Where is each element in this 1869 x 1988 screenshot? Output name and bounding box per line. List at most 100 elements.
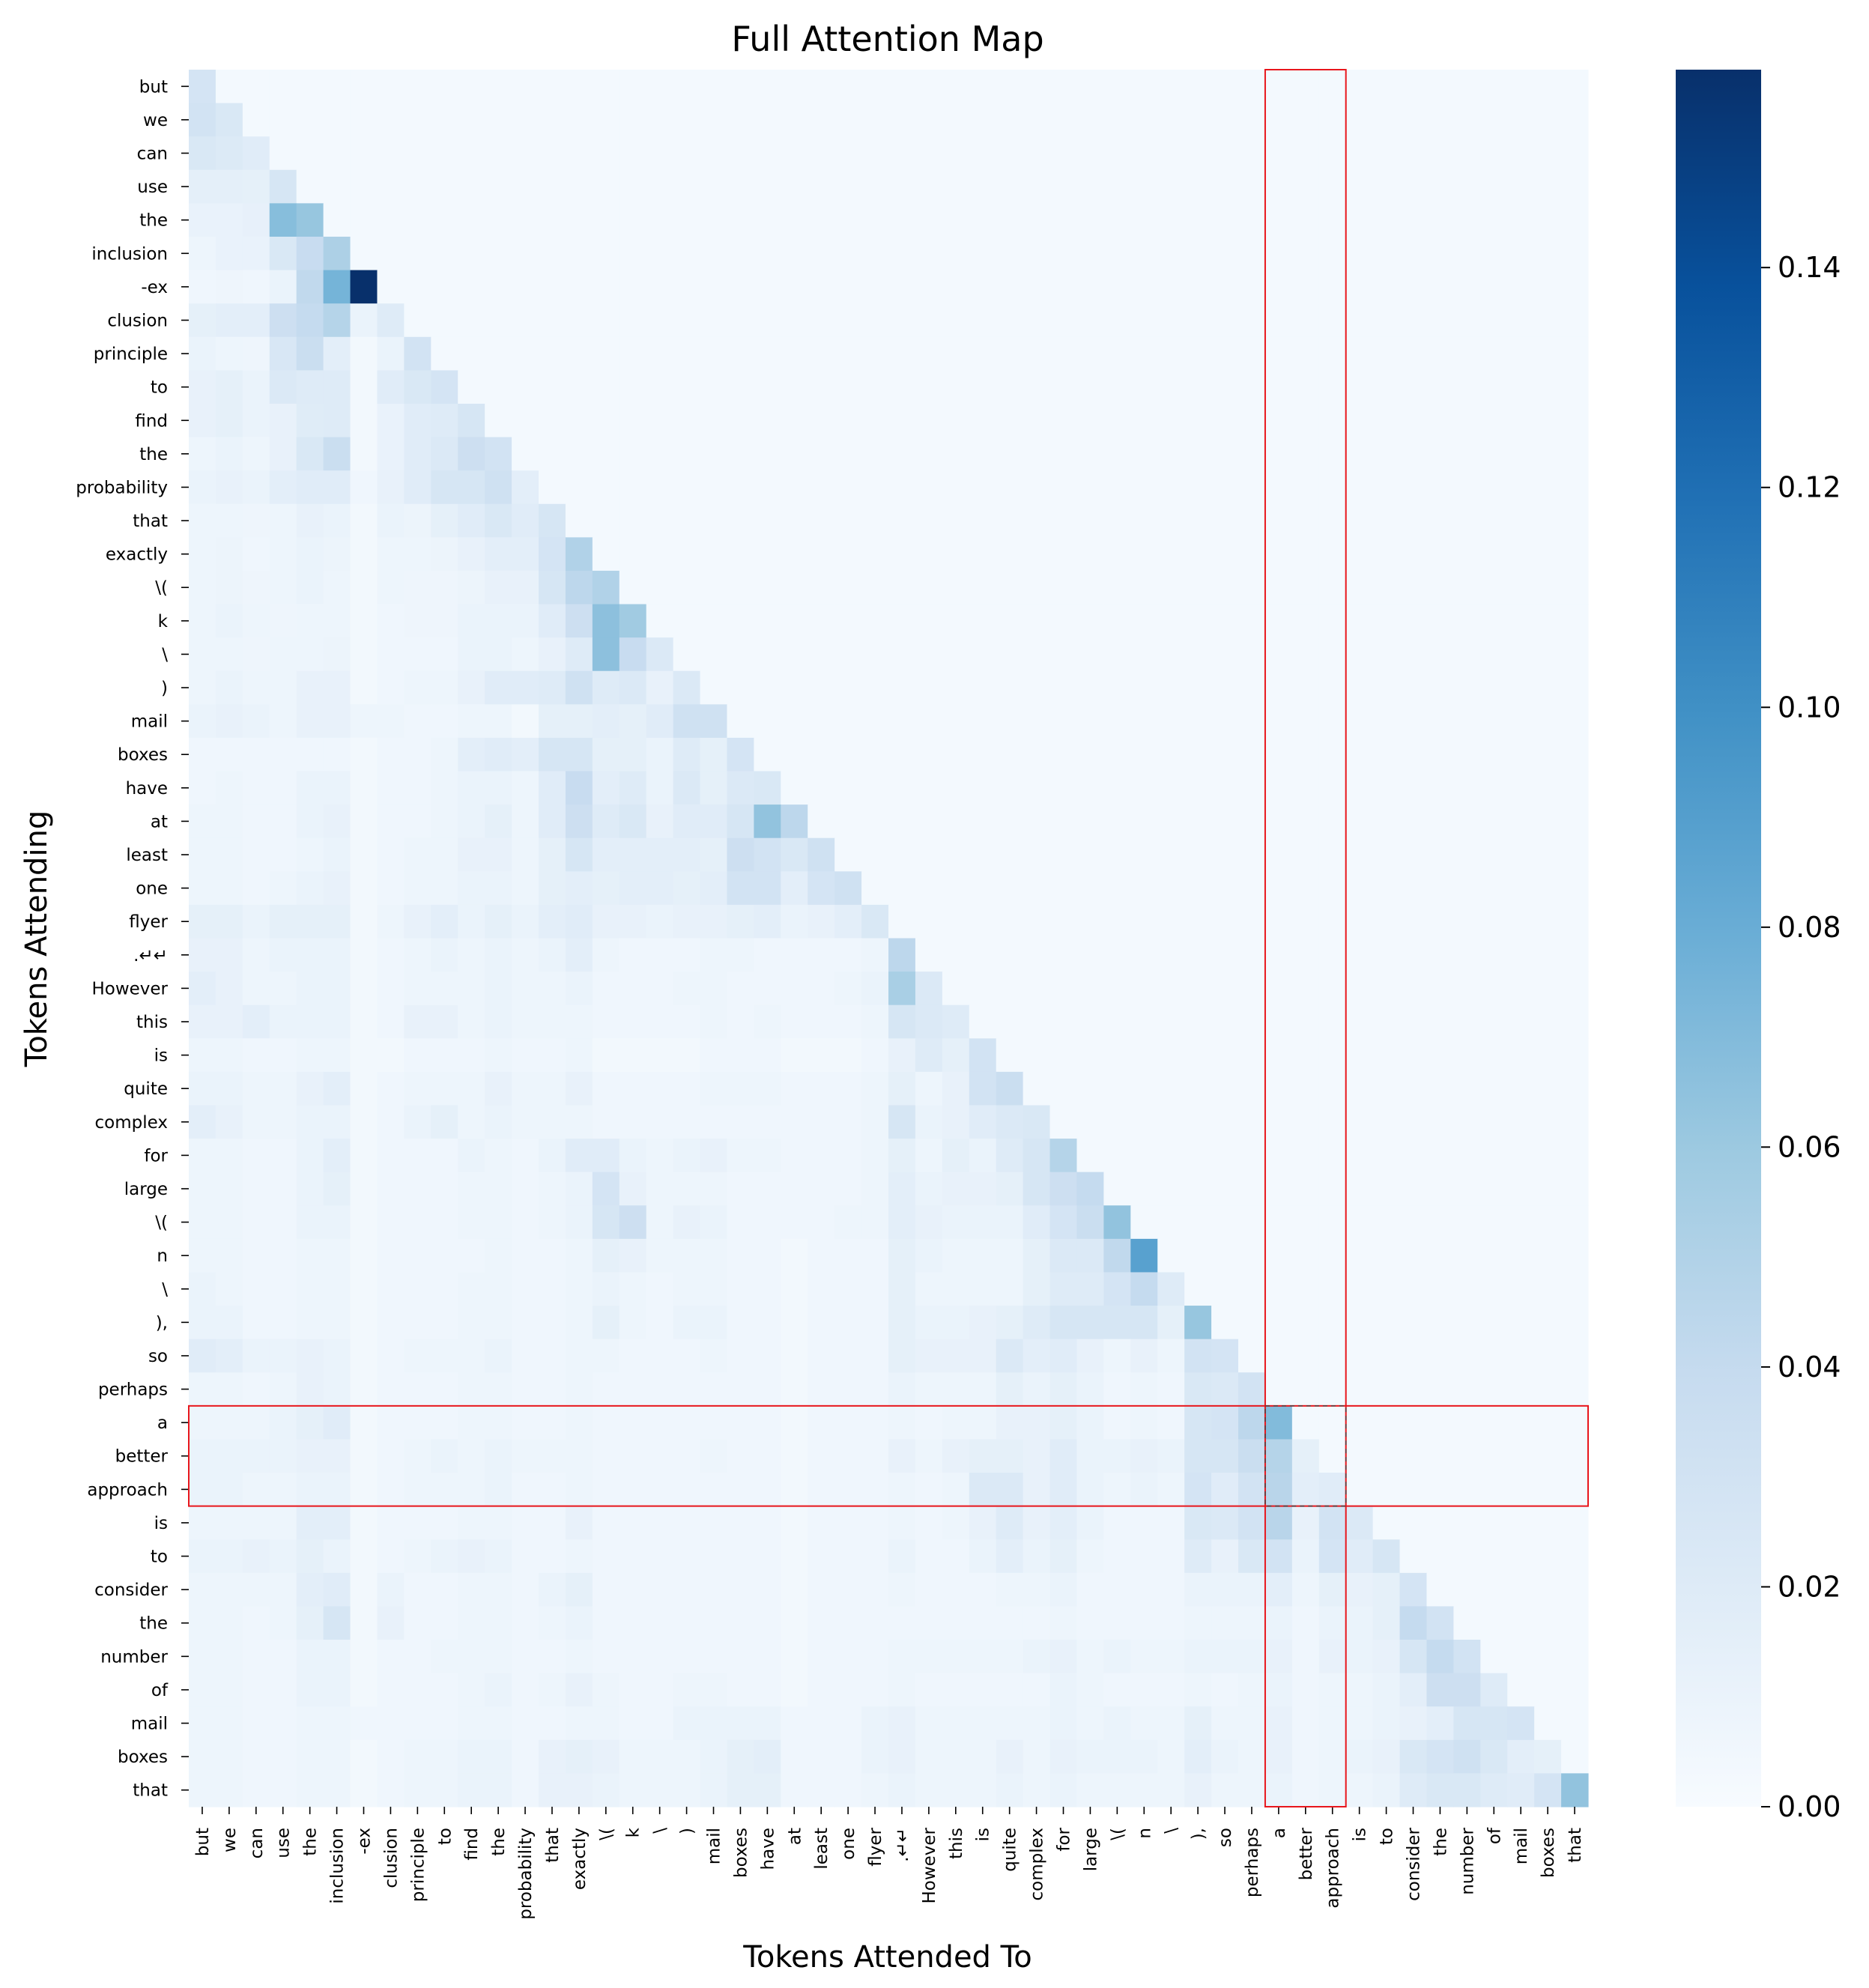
heatmap-cell [458,336,485,371]
heatmap-cell [1238,270,1266,304]
heatmap-cell [512,1339,539,1373]
heatmap-cell [539,1405,566,1440]
heatmap-cell [1291,1473,1320,1507]
heatmap-cell [1507,537,1535,572]
heatmap-cell [673,1506,701,1540]
heatmap-cell [269,1205,297,1240]
heatmap-cell [1399,1640,1428,1674]
heatmap-cell [1076,570,1104,605]
heatmap-cell [458,1673,485,1707]
x-tick-label: principle [408,1828,428,1902]
heatmap-cell [942,670,970,705]
heatmap-cell [189,1640,216,1674]
heatmap-cell [431,136,458,171]
heatmap-cell [1534,1038,1562,1073]
heatmap-cell [969,1739,997,1775]
x-tick-label: boxes [1539,1828,1558,1878]
heatmap-cell [269,303,297,338]
heatmap-cell [565,1038,593,1073]
heatmap-cell [485,270,512,304]
heatmap-cell [1426,1071,1454,1106]
heatmap-cell [915,804,943,839]
heatmap-cell [1238,1306,1266,1340]
heatmap-cell [512,570,539,605]
heatmap-cell [915,503,943,538]
heatmap-cell [1291,1673,1320,1707]
heatmap-cell [350,570,378,605]
heatmap-cell [592,336,620,371]
heatmap-cell [1561,1673,1589,1707]
heatmap-cell [1480,103,1508,137]
heatmap-cell [1049,1004,1078,1039]
heatmap-cell [619,637,647,672]
heatmap-cell [296,1606,324,1640]
heatmap-cell [619,737,647,772]
heatmap-cell [1345,938,1374,972]
heatmap-cell [1103,771,1131,805]
heatmap-cell [808,1339,835,1373]
heatmap-cell [431,1272,458,1306]
heatmap-cell [1426,570,1454,605]
heatmap-cell [1507,1439,1535,1473]
heatmap-cell [512,1272,539,1306]
heatmap-cell [1345,637,1374,672]
heatmap-cell [888,972,916,1006]
heatmap-cell [1372,537,1401,572]
heatmap-cell [1561,1004,1589,1039]
heatmap-cell [1103,1673,1131,1707]
heatmap-cell [1480,1773,1508,1807]
heatmap-cell [404,1405,431,1440]
heatmap-cell [1291,1739,1320,1775]
heatmap-cell [646,1105,674,1139]
heatmap-cell [1130,1205,1158,1240]
heatmap-cell [619,1739,647,1775]
heatmap-cell [1399,303,1428,338]
heatmap-cell [996,270,1024,304]
heatmap-cell [458,70,485,104]
heatmap-cell [323,1473,351,1507]
heatmap-cell [1023,1172,1051,1206]
heatmap-cell [1157,771,1185,805]
heatmap-cell [377,503,405,538]
heatmap-cell [781,103,808,137]
heatmap-cell [215,470,243,505]
heatmap-cell [1049,1306,1078,1340]
heatmap-cell [1211,737,1239,772]
heatmap-cell [673,103,701,137]
heatmap-cell [189,169,216,204]
heatmap-cell [269,1706,297,1741]
heatmap-cell [646,270,674,304]
heatmap-cell [1345,604,1374,638]
heatmap-cell [781,771,808,805]
heatmap-cell [673,1339,701,1373]
heatmap-cell [1023,1640,1051,1674]
heatmap-cell [350,938,378,972]
heatmap-cell [431,1038,458,1073]
heatmap-cell [323,1673,351,1707]
heatmap-cell [1211,1673,1239,1707]
heatmap-cell [350,972,378,1006]
heatmap-cell [242,1272,270,1306]
heatmap-cell [431,1105,458,1139]
heatmap-cell [754,771,781,805]
heatmap-cell [1507,1473,1535,1507]
heatmap-cell [808,270,835,304]
heatmap-cell [1157,1739,1185,1775]
heatmap-cell [673,270,701,304]
heatmap-cell [377,336,405,371]
heatmap-cell [269,938,297,972]
heatmap-cell [431,1339,458,1373]
heatmap-cell [1561,370,1589,404]
heatmap-cell [512,270,539,304]
heatmap-cell [1318,1038,1347,1073]
heatmap-cell [539,103,566,137]
heatmap-cell [1507,1539,1535,1574]
heatmap-cell [565,570,593,605]
heatmap-cell [727,169,754,204]
heatmap-cell [350,1105,378,1139]
heatmap-cell [1130,1739,1158,1775]
heatmap-cell [1372,70,1401,104]
heatmap-cell [1076,1272,1104,1306]
heatmap-cell [323,1640,351,1674]
heatmap-cell [1049,203,1078,237]
